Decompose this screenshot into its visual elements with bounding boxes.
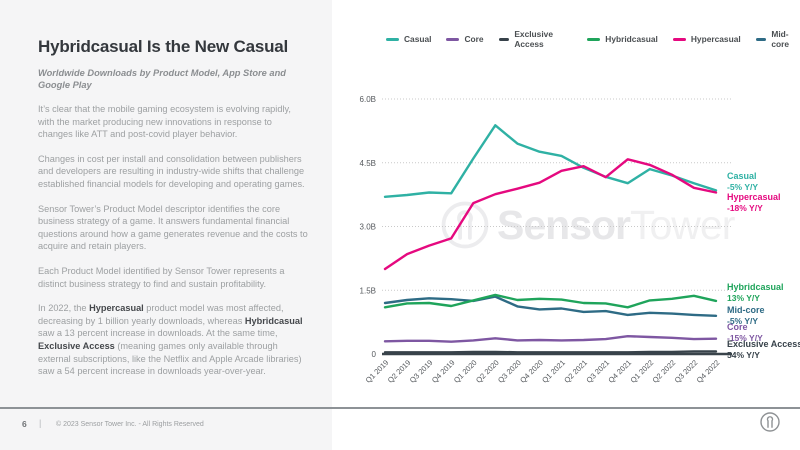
legend-item-casual: Casual [386,34,431,44]
y-axis-tick-label: 0 [372,350,377,359]
legend-swatch-icon [446,37,460,41]
page-subtitle: Worldwide Downloads by Product Model, Ap… [38,68,286,90]
x-axis-tick-label: Q1 2022 [628,358,655,385]
x-axis-tick-label: Q2 2019 [386,358,413,385]
series-line-mid-core [383,295,718,318]
body-paragraph: It’s clear that the mobile gaming ecosys… [38,104,291,140]
sensor-tower-watermark-icon [441,201,489,249]
legend-label: Hybridcasual [605,34,658,44]
x-axis-tick-label: Q4 2021 [606,358,633,385]
legend-swatch-icon [386,37,399,41]
legend-swatch-icon [587,37,601,41]
series-line-casual [383,124,718,199]
series-label-core: Core -15% Y/Y [727,322,763,343]
x-axis-tick-label: Q4 2022 [695,358,722,385]
body-paragraph: Changes in cost per install and consolid… [38,153,305,189]
body-paragraph: Sensor Tower’s Product Model descriptor … [38,203,308,252]
sensor-tower-logo-icon [760,412,780,432]
legend-swatch-icon [498,37,510,41]
x-axis-tick-label: Q1 2020 [452,358,479,385]
x-axis-tick-label: Q1 2019 [364,358,391,385]
legend-item-hypercasual: Hypercasual [672,34,741,44]
legend-label: Casual [404,34,432,44]
y-axis-tick-label: 4.5B [360,159,376,168]
legend-label: Hypercasual [690,34,741,44]
series-line-exclusive-access [383,350,718,354]
series-line-hybridcasual [383,293,718,309]
body-paragraph: In 2022, the Hypercasual product model w… [38,303,303,377]
x-axis-tick-label: Q3 2019 [408,358,435,385]
x-axis-tick-label: Q4 2020 [518,358,545,385]
legend-swatch-icon [755,37,767,41]
legend-label: Core [464,34,484,44]
chart-legend: Casual Core Exclusive Access Hybridcasual Hy… [386,29,800,49]
page-title: Hybridcasual Is the New Casual [38,37,289,56]
x-axis-tick-label: Q1 2021 [540,358,567,385]
series-label-casual: Casual -5% Y/Y [727,171,759,192]
y-axis-tick-label: 3.0B [360,223,376,232]
footer-separator: | [39,418,42,428]
sensor-tower-watermark: SensorTower [437,197,735,253]
series-label-hypercasual: Hypercasual -18% Y/Y [727,192,781,213]
series-label-midcore: Mid-core -5% Y/Y [727,305,765,326]
body-paragraphs: It’s clear that the mobile gaming ecosys… [38,103,308,390]
watermark-text: SensorTower [497,201,735,248]
x-axis-tick-label: Q2 2020 [474,358,501,385]
x-axis-tick-label: Q3 2021 [584,358,611,385]
left-text-panel: Hybridcasual Is the New Casual Worldwide… [0,0,332,450]
legend-item-mid-core: Mid-core [755,29,800,49]
y-axis-tick-label: 1.5B [360,286,376,295]
legend-swatch-icon [672,37,686,41]
legend-label: Mid-core [771,29,790,49]
series-label-exclusive-access: Exclusive Access 54% Y/Y [727,339,800,360]
legend-item-core: Core [446,34,484,44]
legend-item-exclusive-access: Exclusive Access [498,29,573,49]
x-axis-tick-label: Q2 2022 [651,358,678,385]
series-label-hybridcasual: Hybridcasual 13% Y/Y [727,282,784,303]
legend-item-hybridcasual: Hybridcasual [587,34,658,44]
series-line-core [383,334,718,343]
body-paragraph: Each Product Model identified by Sensor … [38,265,285,289]
x-axis-tick-label: Q3 2020 [496,358,523,385]
y-axis-tick-label: 6.0B [360,95,376,104]
legend-label: Exclusive Access [514,29,553,49]
x-axis-tick-label: Q2 2021 [562,358,589,385]
series-line-hypercasual [383,158,718,271]
footer-copyright: © 2023 Sensor Tower Inc. - All Rights Re… [56,421,204,428]
footer-page-number: 6 [22,419,27,429]
footer-divider [0,407,800,409]
x-axis-tick-label: Q4 2019 [430,358,457,385]
x-axis-tick-label: Q3 2022 [673,358,700,385]
